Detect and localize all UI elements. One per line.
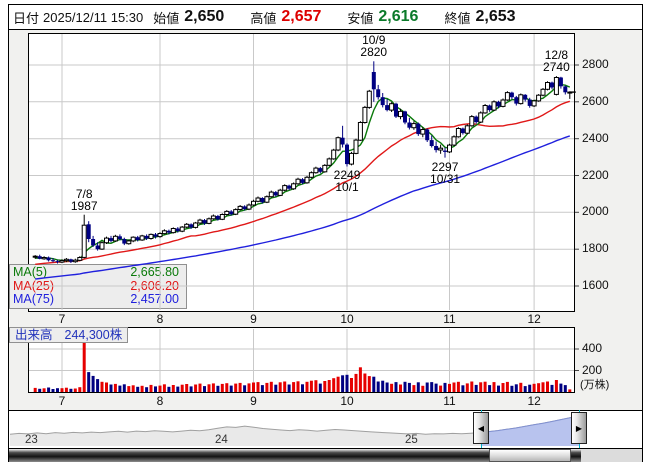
month-axis-label: 8 — [156, 312, 164, 326]
month-axis-label: 12 — [527, 312, 541, 326]
scrollbar-thumb[interactable] — [489, 449, 571, 462]
volume-unit-label: (万株) — [580, 379, 610, 391]
range-handle-right[interactable]: ▶ — [571, 412, 587, 444]
month-axis-label: 9 — [250, 312, 257, 326]
price-axis-label: 2200 — [582, 167, 609, 182]
chart-annotation: 2249 10/1 — [333, 168, 361, 195]
month-axis-label: 10 — [340, 312, 354, 326]
ma25-label: MA(25) — [13, 278, 54, 293]
price-axis-label: 1600 — [582, 278, 609, 292]
low-value: 2,616 — [378, 8, 419, 25]
ma5-legend-row: MA(5) 2,665.80 — [13, 265, 183, 280]
navigator-year-label: 23 — [25, 434, 38, 446]
scrollbar-track-stub[interactable] — [571, 449, 581, 462]
month-axis-label: 9 — [250, 394, 257, 408]
open-label: 始値 — [153, 10, 180, 26]
horizontal-scrollbar[interactable] — [9, 448, 642, 462]
ma75-value: 2,457.00 — [130, 292, 179, 306]
navigator-year-label: 25 — [405, 434, 418, 446]
volume-readout: 出来高 244,300株 — [9, 327, 129, 343]
high-value: 2,657 — [281, 8, 322, 25]
month-axis-label: 11 — [443, 312, 456, 326]
scrollbar-track-left[interactable] — [9, 449, 489, 462]
chart-annotation: 10/9 2820 — [360, 33, 388, 60]
right-arrow-icon: ▶ — [575, 423, 583, 433]
month-axis-label: 7 — [58, 394, 66, 408]
chart-annotation: 7/8 1987 — [70, 186, 98, 213]
ma25-legend-row: MA(25) 2,606.20 — [13, 278, 183, 294]
price-axis-label: 2000 — [582, 204, 609, 219]
ma5-label: MA(5) — [13, 265, 48, 279]
ohlc-header: 日付 2025/12/11 15:30 始値 2,650 高値 2,657 安値… — [9, 5, 642, 30]
open-value: 2,650 — [184, 8, 225, 25]
close-label: 終値 — [444, 10, 471, 26]
high-label: 高値 — [250, 10, 277, 26]
ma-legend: MA(5) 2,665.80 MA(25) 2,606.20 MA(75) 2,… — [9, 264, 187, 309]
chart-annotation: 2297 10/31 — [430, 159, 461, 186]
ma25-value: 2,606.20 — [130, 278, 179, 293]
ma5-value: 2,665.80 — [130, 265, 179, 279]
volume-value: 244,300株 — [64, 328, 123, 342]
range-handle-left[interactable]: ◀ — [473, 412, 489, 444]
price-axis-label: 2400 — [582, 130, 609, 145]
volume-axis-label: 400 — [582, 341, 603, 355]
scrollbar-track-right[interactable] — [581, 449, 642, 462]
month-axis-label: 7 — [58, 312, 66, 326]
volume-axis-label: 200 — [582, 362, 603, 377]
range-navigator[interactable] — [9, 410, 642, 448]
date-value: 2025/12/11 15:30 — [43, 9, 144, 25]
volume-title: 出来高 — [15, 328, 53, 342]
close-value: 2,653 — [475, 8, 516, 25]
low-label: 安値 — [347, 10, 374, 26]
navigator-year-label: 24 — [215, 434, 228, 446]
price-axis-label: 1800 — [582, 241, 609, 256]
price-axis-label: 2600 — [582, 93, 609, 108]
date-label: 日付 — [13, 10, 40, 26]
chart-annotation: 12/8 2740 — [543, 48, 570, 75]
month-axis-label: 12 — [527, 394, 541, 408]
left-arrow-icon: ◀ — [477, 423, 485, 433]
month-axis-label: 11 — [443, 394, 456, 408]
ma75-legend-row: MA(75) 2,457.00 — [13, 292, 183, 307]
month-axis-label: 10 — [340, 394, 354, 408]
ma75-label: MA(75) — [13, 292, 54, 306]
month-axis-label: 8 — [156, 394, 164, 408]
price-axis-label: 2800 — [582, 57, 609, 71]
